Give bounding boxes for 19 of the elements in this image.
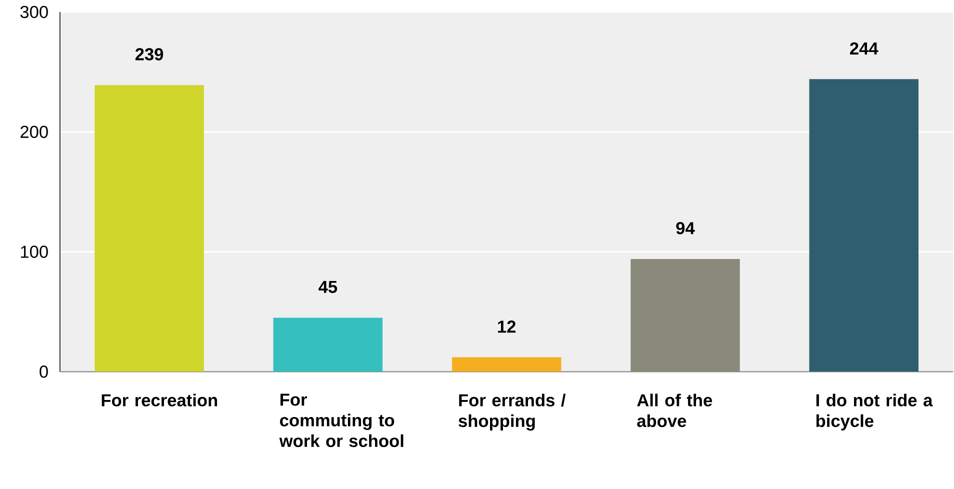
bar [809,79,918,372]
y-tick-label: 200 [20,126,48,138]
x-tick-label: I do not ride a bicycle [816,394,933,431]
data-label: 12 [498,320,516,333]
bar [273,318,383,372]
x-tick-label: For errands / shopping [458,394,566,431]
y-tick-label: 100 [21,246,48,258]
data-label: 244 [850,42,878,55]
y-tick-label: 300 [20,6,48,18]
bar [630,259,740,372]
data-label: 239 [135,48,164,61]
bar [452,357,562,372]
x-tick-label: For commuting to work or school [279,394,404,448]
data-label: 45 [318,281,338,294]
data-label: 94 [676,222,695,234]
x-tick-label: All of the above [637,394,712,428]
y-tick-label: 0 [40,366,48,378]
x-tick-label: For recreation [102,394,218,407]
bar [94,85,204,372]
